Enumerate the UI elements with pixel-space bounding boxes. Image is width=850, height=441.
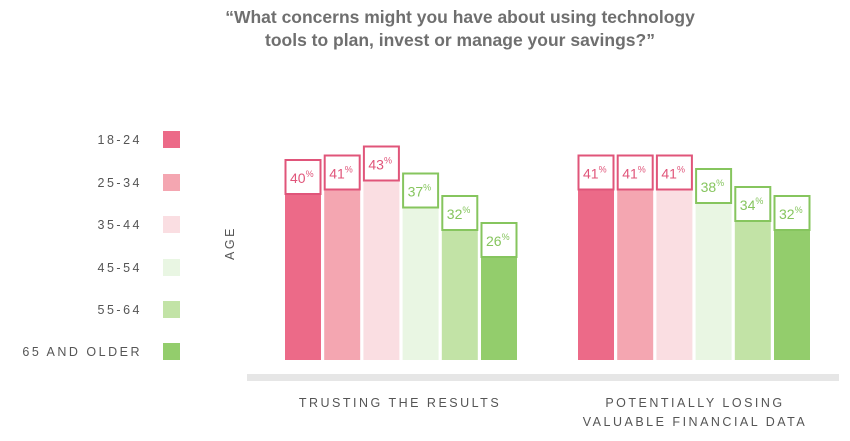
bar: [402, 193, 439, 360]
bar: [695, 189, 732, 360]
data-label-box: [362, 145, 400, 182]
legend-swatch: [163, 343, 180, 360]
data-label-box: [284, 159, 322, 195]
bar: [324, 175, 361, 360]
legend-label: 35-44: [97, 218, 142, 232]
data-label-box: [441, 195, 479, 231]
legend-swatch: [163, 131, 180, 148]
bar: [481, 243, 517, 360]
legend-item-25-34: 25-34: [0, 174, 190, 194]
data-label-box: [695, 168, 733, 204]
bar: [774, 216, 810, 360]
bar: [617, 175, 654, 360]
x-axis-baseline: [247, 374, 839, 381]
legend-item-65-and-older: 65 AND OLDER: [0, 343, 190, 363]
data-label-box: [734, 186, 772, 222]
data-label-box: [773, 195, 811, 231]
data-label-box: [577, 154, 615, 191]
data-label-box: [616, 154, 654, 191]
data-label-box: [402, 172, 440, 209]
category-label-trusting: TRUSTING THE RESULTS: [298, 396, 502, 410]
bar: [578, 175, 614, 360]
legend: 18-24 25-34 35-44 45-54 55-64 65 AND OLD…: [0, 0, 200, 441]
legend-label: 65 AND OLDER: [22, 345, 142, 359]
legend-label: 45-54: [97, 261, 142, 275]
bar: [285, 180, 321, 360]
legend-swatch: [163, 301, 180, 318]
legend-label: 55-64: [97, 303, 142, 317]
data-label-box: [480, 222, 518, 258]
legend-item-45-54: 45-54: [0, 259, 190, 279]
legend-item-55-64: 55-64: [0, 301, 190, 321]
legend-item-18-24: 18-24: [0, 131, 190, 151]
bar: [441, 216, 478, 360]
legend-swatch: [163, 174, 180, 191]
legend-label: 25-34: [97, 176, 142, 190]
legend-swatch: [163, 259, 180, 276]
category-label-losing-data: POTENTIALLY LOSING VALUABLE FINANCIAL DA…: [582, 396, 808, 429]
chart-title: “What concerns might you have about usin…: [225, 7, 695, 50]
data-label-box: [655, 154, 693, 191]
bar: [656, 175, 693, 360]
legend-item-35-44: 35-44: [0, 216, 190, 236]
bar: [363, 166, 400, 360]
legend-swatch: [163, 216, 180, 233]
legend-label: 18-24: [97, 133, 142, 147]
bar: [734, 207, 771, 360]
data-label-box: [323, 154, 361, 191]
